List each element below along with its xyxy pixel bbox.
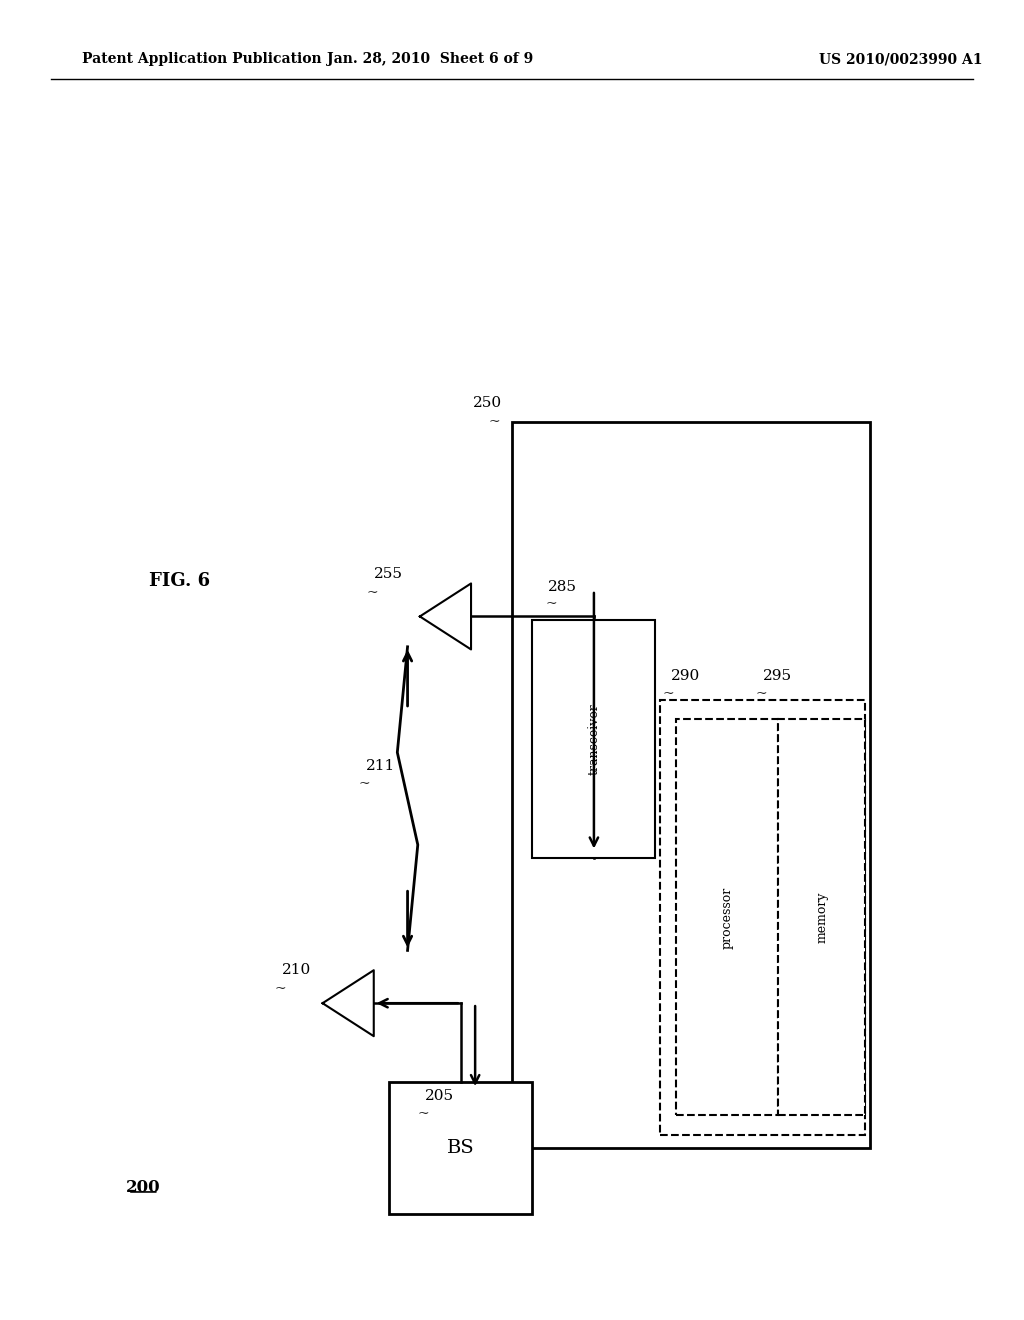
Bar <box>778 719 865 1115</box>
Text: Jan. 28, 2010  Sheet 6 of 9: Jan. 28, 2010 Sheet 6 of 9 <box>327 53 534 66</box>
Text: 250: 250 <box>473 396 502 409</box>
Text: ~: ~ <box>367 586 378 599</box>
Text: memory: memory <box>815 891 828 944</box>
Text: 295: 295 <box>763 669 792 682</box>
Bar <box>676 719 778 1115</box>
Text: processor: processor <box>721 886 733 949</box>
Text: 211: 211 <box>366 759 395 772</box>
Text: 290: 290 <box>671 669 700 682</box>
Text: ~: ~ <box>663 688 674 701</box>
Text: 285: 285 <box>548 581 577 594</box>
Text: transceiver: transceiver <box>588 704 600 775</box>
Bar <box>512 422 870 1148</box>
Text: ~: ~ <box>274 982 286 995</box>
Text: 210: 210 <box>282 964 311 977</box>
Bar <box>532 620 655 858</box>
Text: US 2010/0023990 A1: US 2010/0023990 A1 <box>819 53 983 66</box>
Bar <box>389 1082 532 1214</box>
Text: ~: ~ <box>756 688 767 701</box>
Text: 205: 205 <box>425 1089 454 1102</box>
Text: FIG. 6: FIG. 6 <box>148 572 210 590</box>
Text: 255: 255 <box>374 568 402 581</box>
Text: ~: ~ <box>546 598 557 611</box>
Text: ~: ~ <box>358 777 370 791</box>
Bar <box>660 700 865 1135</box>
Text: ~: ~ <box>488 416 500 429</box>
Text: ~: ~ <box>418 1107 429 1121</box>
Text: Patent Application Publication: Patent Application Publication <box>82 53 322 66</box>
Text: BS: BS <box>447 1139 474 1158</box>
Text: 200: 200 <box>126 1180 161 1196</box>
